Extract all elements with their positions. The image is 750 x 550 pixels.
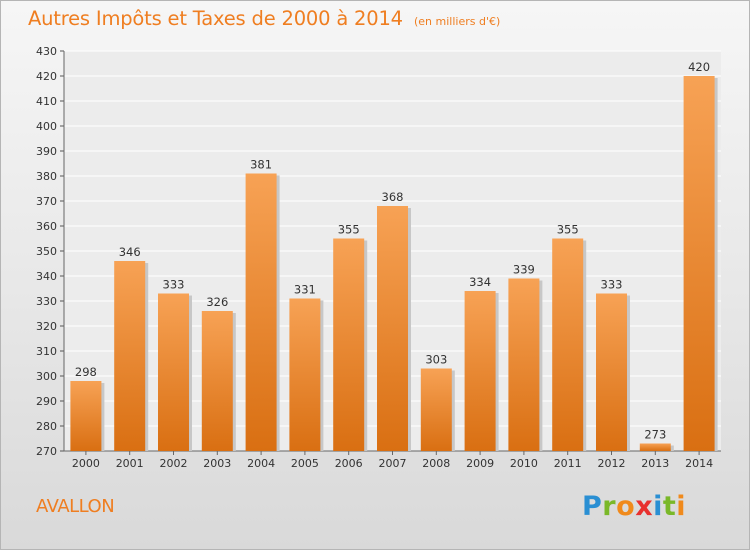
location-label: AVALLON [36,496,115,517]
y-tick-label: 270 [36,445,57,458]
x-tick-label: 2007 [379,457,407,470]
bar [245,173,277,451]
y-tick-label: 320 [36,320,57,333]
logo-letter: r [602,491,617,522]
chart-title-row: Autres Impôts et Taxes de 2000 à 2014 (e… [28,7,500,30]
bar [464,291,496,451]
y-tick-label: 370 [36,195,57,208]
x-tick-label: 2006 [335,457,363,470]
y-tick-label: 280 [36,420,57,433]
bar-value-label: 333 [163,278,185,292]
y-tick-label: 360 [36,220,57,233]
x-tick-label: 2003 [203,457,231,470]
y-tick-label: 390 [36,145,57,158]
logo-letter: t [662,491,677,522]
bar-value-label: 368 [382,190,404,204]
logo-letter: o [616,491,636,522]
x-tick-label: 2004 [247,457,275,470]
bar-value-label: 333 [601,278,623,292]
y-tick-label: 330 [36,295,57,308]
bar [158,293,189,451]
x-tick-label: 2005 [291,457,319,470]
logo-letter: P [582,491,603,522]
x-tick-label: 2014 [685,457,713,470]
bar-value-label: 355 [557,223,579,237]
y-tick-label: 430 [36,45,57,58]
bar [552,238,584,451]
x-tick-label: 2002 [160,457,188,470]
bar [201,311,233,451]
logo-letter: x [635,491,654,522]
y-tick-label: 400 [36,120,57,133]
bar [508,278,540,451]
bar-value-label: 273 [644,428,666,442]
x-tick-label: 2010 [510,457,538,470]
bar-value-label: 339 [513,263,535,277]
bar-value-label: 381 [250,158,272,172]
y-tick-label: 310 [36,345,57,358]
bar-value-label: 355 [338,223,360,237]
bar-value-label: 420 [688,60,710,74]
y-tick-label: 290 [36,395,57,408]
bar-value-label: 303 [425,353,447,367]
y-tick-label: 340 [36,270,57,283]
x-tick-label: 2001 [116,457,144,470]
x-tick-label: 2011 [554,457,582,470]
y-tick-label: 410 [36,95,57,108]
bar [289,298,321,451]
x-tick-label: 2012 [598,457,626,470]
x-tick-label: 2013 [641,457,669,470]
x-tick-label: 2000 [72,457,100,470]
y-tick-label: 420 [36,70,57,83]
bar [333,238,365,451]
bar-value-label: 331 [294,283,316,297]
bar [596,293,627,451]
bar-value-label: 326 [206,295,228,309]
bar [377,206,408,451]
x-tick-label: 2009 [466,457,494,470]
y-tick-label: 300 [36,370,57,383]
bar-value-label: 346 [119,245,141,259]
y-tick-label: 350 [36,245,57,258]
x-tick-label: 2008 [422,457,450,470]
logo-letter: i [653,491,663,522]
bar [420,368,452,451]
y-tick-label: 380 [36,170,57,183]
chart-title: Autres Impôts et Taxes de 2000 à 2014 [28,7,403,30]
bar [114,261,146,451]
proxiti-logo: Proxiti [582,491,686,522]
logo-letter: i [676,491,687,522]
bar [70,381,102,451]
bar-value-label: 334 [469,275,491,289]
bar-value-label: 298 [75,365,97,379]
bar [683,76,715,451]
bar [639,443,671,451]
chart-subtitle: (en milliers d'€) [413,15,501,28]
